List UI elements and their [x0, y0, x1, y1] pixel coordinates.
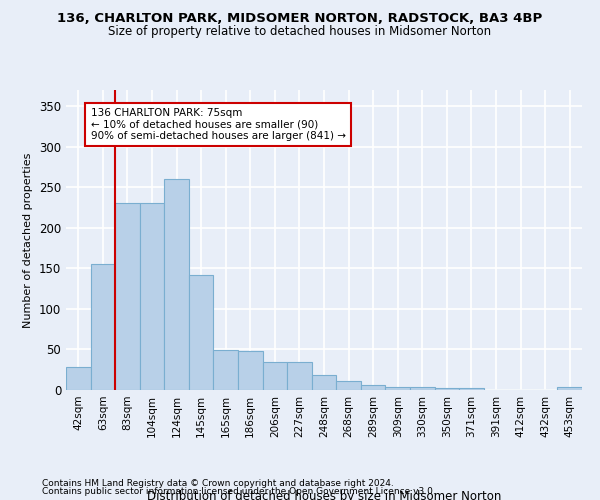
- Text: 136, CHARLTON PARK, MIDSOMER NORTON, RADSTOCK, BA3 4BP: 136, CHARLTON PARK, MIDSOMER NORTON, RAD…: [58, 12, 542, 26]
- Text: Size of property relative to detached houses in Midsomer Norton: Size of property relative to detached ho…: [109, 25, 491, 38]
- X-axis label: Distribution of detached houses by size in Midsomer Norton: Distribution of detached houses by size …: [147, 490, 501, 500]
- Bar: [361, 385, 385, 390]
- Bar: [115, 202, 140, 390]
- Bar: [557, 387, 582, 390]
- Bar: [385, 387, 410, 390]
- Bar: [140, 202, 164, 390]
- Text: 136 CHARLTON PARK: 75sqm
← 10% of detached houses are smaller (90)
90% of semi-d: 136 CHARLTON PARK: 75sqm ← 10% of detach…: [91, 108, 346, 141]
- Bar: [66, 368, 91, 390]
- Bar: [238, 351, 263, 390]
- Bar: [189, 275, 214, 390]
- Bar: [434, 388, 459, 390]
- Bar: [459, 388, 484, 390]
- Bar: [91, 264, 115, 390]
- Bar: [410, 387, 434, 390]
- Bar: [263, 362, 287, 390]
- Bar: [214, 350, 238, 390]
- Bar: [287, 362, 312, 390]
- Bar: [164, 179, 189, 390]
- Text: Contains HM Land Registry data © Crown copyright and database right 2024.: Contains HM Land Registry data © Crown c…: [42, 478, 394, 488]
- Text: Contains public sector information licensed under the Open Government Licence v3: Contains public sector information licen…: [42, 487, 436, 496]
- Bar: [312, 376, 336, 390]
- Bar: [336, 381, 361, 390]
- Y-axis label: Number of detached properties: Number of detached properties: [23, 152, 34, 328]
